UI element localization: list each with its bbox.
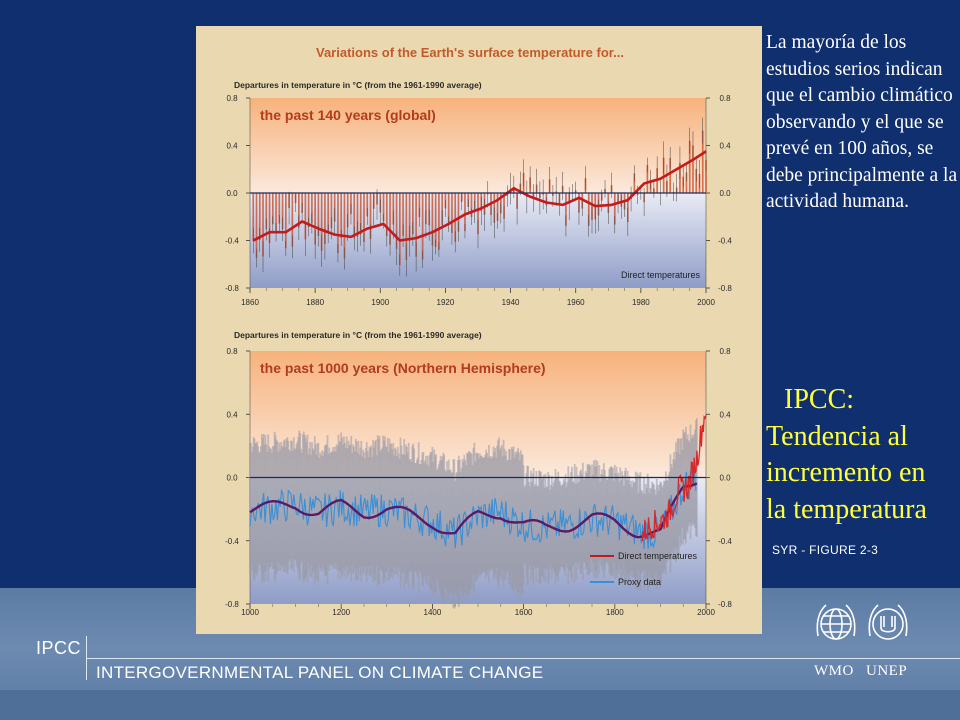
panel2-xtick: 1200	[332, 608, 350, 617]
panel2-ytick-left: -0.4	[225, 537, 239, 546]
panel2-ytick-left: 0.8	[226, 347, 238, 356]
panel1-xtick: 1940	[502, 298, 520, 307]
panel2-xtick: 2000	[697, 608, 715, 617]
heading-line-1: IPCC:	[784, 384, 855, 415]
legend-direct-temperatures: Direct temperatures	[618, 551, 698, 561]
wmo-globe-icon	[816, 604, 856, 640]
temperature-figure: Variations of the Earth's surface temper…	[196, 26, 762, 634]
panel2-xtick: 1000	[241, 608, 259, 617]
panel1-xtick: 1920	[437, 298, 455, 307]
unep-label: UNEP	[866, 663, 908, 679]
panel1-ytick-right: 0.0	[719, 189, 731, 198]
panel2-ytick-right: -0.8	[718, 600, 732, 609]
panel1-ytick-left: 0.4	[226, 142, 238, 151]
heading-line-2: Tendencia al	[766, 420, 908, 452]
heading-line-4: la temperatura	[766, 493, 927, 525]
panel1-xtick: 2000	[697, 298, 715, 307]
panel2-ytick-right: 0.8	[719, 347, 731, 356]
panel1-ytick-right: 0.8	[719, 94, 731, 103]
panel1-ytick-left: -0.4	[225, 237, 239, 246]
panel2-xtick: 1800	[606, 608, 624, 617]
panel2-ytick-right: -0.4	[718, 537, 732, 546]
panel1-ytick-left: -0.8	[225, 284, 239, 293]
panel2-ytick-right: 0.0	[719, 474, 731, 483]
side-description: La mayoría de los estudios serios indica…	[766, 32, 958, 212]
panel2-ytick-left: -0.8	[225, 600, 239, 609]
panel1-xtick: 1960	[567, 298, 585, 307]
direct-temperatures-line	[252, 150, 707, 242]
panel2-ytick-left: 0.0	[226, 474, 238, 483]
panel1-ytick-right: -0.8	[718, 284, 732, 293]
panel2-ytick-right: 0.4	[719, 410, 731, 419]
panel1-xtick: 1860	[241, 298, 259, 307]
temperature-charts: Variations of the Earth's surface temper…	[225, 45, 732, 617]
heading-line-3: incremento en	[766, 457, 926, 488]
proxy-trend-line	[249, 482, 698, 539]
figure-label: SYR - FIGURE 2-3	[772, 543, 879, 557]
figure-title: Variations of the Earth's surface temper…	[316, 45, 624, 60]
ipcc-full-name: INTERGOVERNMENTAL PANEL ON CLIMATE CHANG…	[96, 663, 544, 682]
panel2-ylabel: Departures in temperature in °C (from th…	[234, 330, 482, 340]
panel1-ytick-right: -0.4	[718, 237, 732, 246]
panel1-ylabel: Departures in temperature in °C (from th…	[234, 80, 482, 90]
panel2-ytick-left: 0.4	[226, 410, 238, 419]
unep-emblem-icon	[868, 604, 908, 640]
panel2-title: the past 1000 years (Northern Hemisphere…	[260, 360, 546, 376]
panel2-xtick: 1600	[515, 608, 533, 617]
proxy-data-line	[249, 470, 697, 550]
ipcc-heading: IPCC: Tendencia al incremento en la temp…	[766, 382, 958, 528]
legend-proxy-data: Proxy data	[618, 577, 661, 587]
ipcc-abbreviation: IPCC	[36, 638, 82, 658]
footer-divider	[86, 658, 960, 659]
footer-bottom-strip	[0, 690, 960, 720]
wmo-label: WMO	[814, 663, 854, 679]
panel1-ytick-right: 0.4	[719, 142, 731, 151]
panel1-warm-area	[250, 98, 706, 193]
direct-temperatures-line	[641, 415, 707, 542]
panel1-ytick-left: 0.0	[226, 189, 238, 198]
panel1-title: the past 140 years (global)	[260, 107, 436, 123]
panel2-xtick: 1400	[424, 608, 442, 617]
panel1-xtick: 1980	[632, 298, 650, 307]
panel1-ytick-left: 0.8	[226, 94, 238, 103]
panel1-xtick: 1900	[371, 298, 389, 307]
panel1-xtick: 1880	[306, 298, 324, 307]
panel1-legend: Direct temperatures	[621, 270, 701, 280]
footer-vertical-divider	[86, 636, 87, 680]
